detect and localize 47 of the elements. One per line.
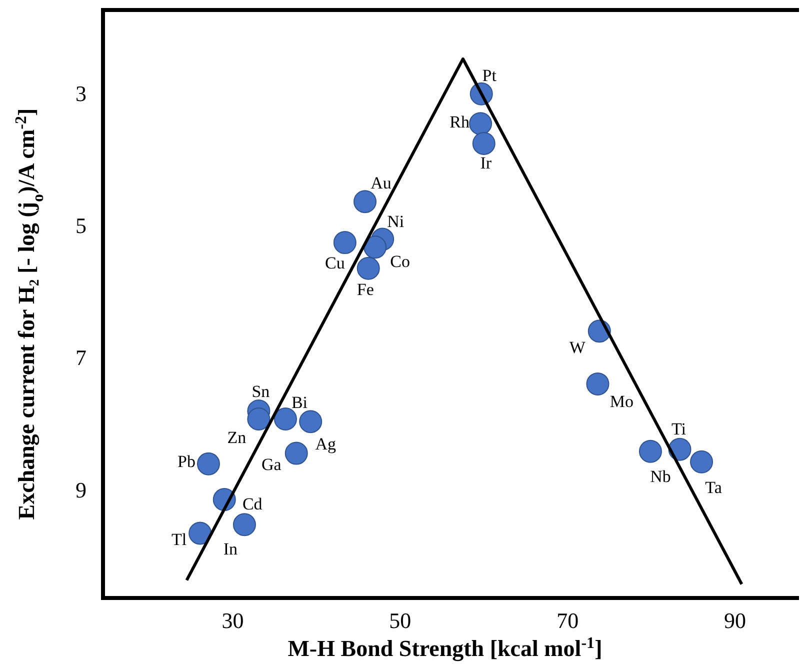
x-tick-label: 90 xyxy=(724,608,746,633)
annotation: Nb xyxy=(650,467,671,486)
annotation: Zn xyxy=(227,428,247,447)
annotation: Rh xyxy=(450,112,470,132)
point xyxy=(638,440,662,463)
annotation: Ni xyxy=(387,212,404,232)
annotation: Bi xyxy=(291,392,308,412)
y-tick-label: 7 xyxy=(76,345,86,370)
x-tick-label: 50 xyxy=(389,608,412,633)
annotation: Sn xyxy=(252,382,270,401)
point xyxy=(356,256,380,280)
point xyxy=(469,112,492,136)
point xyxy=(299,410,322,434)
x-tick-label: 70 xyxy=(556,608,579,633)
point xyxy=(364,236,387,259)
annotation: Ag xyxy=(315,434,336,454)
annotation: Fe xyxy=(356,280,374,300)
annotation: W xyxy=(569,338,586,357)
y-tick-label: 5 xyxy=(76,213,86,238)
annotation: In xyxy=(223,540,238,559)
point xyxy=(284,442,308,465)
point xyxy=(274,407,297,430)
y-tick-label: 9 xyxy=(76,477,86,502)
y-tick-label: 3 xyxy=(76,80,86,106)
annotation: Cu xyxy=(325,253,346,272)
annotation: Ir xyxy=(480,153,492,172)
annotation: Ti xyxy=(672,419,686,438)
point xyxy=(472,132,496,155)
annotation: Co xyxy=(390,252,410,272)
point xyxy=(586,372,610,396)
x-tick-label: 30 xyxy=(222,608,244,633)
point xyxy=(196,452,220,476)
annotation: Au xyxy=(370,174,392,192)
annotation: Pt xyxy=(482,66,497,85)
annotation: Cd xyxy=(242,494,263,514)
annotation: Pb xyxy=(177,452,196,471)
annotation: Mo xyxy=(610,392,634,411)
point xyxy=(333,231,356,254)
annotation: Ga xyxy=(261,455,282,474)
point xyxy=(232,513,256,536)
point xyxy=(247,407,270,430)
point xyxy=(690,450,714,474)
annotation: Ta xyxy=(705,478,722,497)
point xyxy=(188,522,212,545)
x-axis-title: M-H Bond Strength [kcal mol$^{-1}$] xyxy=(288,634,602,662)
annotation: Tl xyxy=(172,530,187,550)
point xyxy=(354,190,377,214)
